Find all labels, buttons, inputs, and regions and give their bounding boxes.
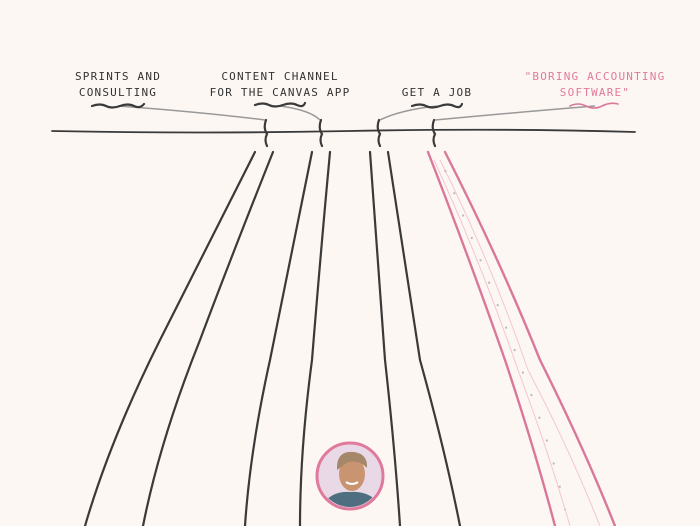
label: SPRINTS AND xyxy=(75,70,161,83)
tick-marks xyxy=(263,118,437,148)
roads xyxy=(83,150,617,526)
horizon xyxy=(51,128,636,134)
connectors xyxy=(90,101,619,121)
avatar xyxy=(315,441,385,511)
label: FOR THE CANVAS APP xyxy=(210,86,351,99)
label: SOFTWARE" xyxy=(560,86,630,99)
label: GET A JOB xyxy=(402,86,472,99)
labels: SPRINTS AND CONSULTING CONTENT CHANNEL F… xyxy=(75,70,666,99)
label: CONTENT CHANNEL xyxy=(221,70,338,83)
label: "BORING ACCOUNTING xyxy=(525,70,666,83)
label: CONSULTING xyxy=(79,86,157,99)
